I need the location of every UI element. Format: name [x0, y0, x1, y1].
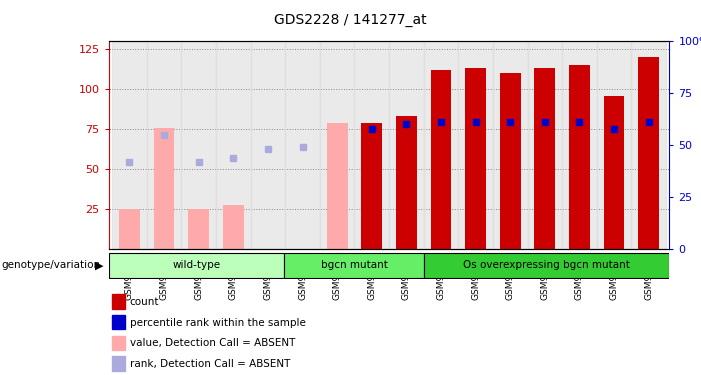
Bar: [632, 41, 666, 249]
Bar: [112, 41, 147, 249]
Bar: [389, 41, 423, 249]
Bar: [147, 41, 182, 249]
Bar: [569, 65, 590, 249]
Text: Os overexpressing bgcn mutant: Os overexpressing bgcn mutant: [463, 260, 630, 270]
Bar: [189, 209, 209, 249]
Bar: [597, 41, 632, 249]
Text: GDS2228 / 141277_at: GDS2228 / 141277_at: [274, 13, 427, 27]
Bar: [534, 69, 555, 249]
Bar: [216, 41, 250, 249]
Bar: [528, 41, 562, 249]
Bar: [119, 209, 139, 249]
Bar: [423, 41, 458, 249]
Text: count: count: [130, 297, 159, 307]
Bar: [327, 123, 348, 249]
Bar: [320, 41, 355, 249]
Text: genotype/variation: genotype/variation: [1, 260, 100, 270]
Text: bgcn mutant: bgcn mutant: [320, 260, 388, 270]
Bar: [493, 41, 528, 249]
Bar: [250, 41, 285, 249]
Bar: [396, 117, 417, 249]
Bar: [604, 96, 625, 249]
Bar: [562, 41, 597, 249]
Bar: [500, 73, 521, 249]
Bar: [154, 128, 175, 249]
Bar: [465, 69, 486, 249]
FancyBboxPatch shape: [109, 253, 284, 278]
Bar: [285, 41, 320, 249]
Text: ▶: ▶: [95, 260, 103, 270]
Text: wild-type: wild-type: [172, 260, 220, 270]
Text: value, Detection Call = ABSENT: value, Detection Call = ABSENT: [130, 338, 295, 348]
Bar: [639, 57, 659, 249]
FancyBboxPatch shape: [284, 253, 424, 278]
Bar: [430, 70, 451, 249]
Bar: [458, 41, 493, 249]
Bar: [361, 123, 382, 249]
FancyBboxPatch shape: [424, 253, 669, 278]
Bar: [355, 41, 389, 249]
Bar: [182, 41, 216, 249]
Bar: [223, 204, 244, 249]
Text: percentile rank within the sample: percentile rank within the sample: [130, 318, 306, 327]
Text: rank, Detection Call = ABSENT: rank, Detection Call = ABSENT: [130, 359, 290, 369]
